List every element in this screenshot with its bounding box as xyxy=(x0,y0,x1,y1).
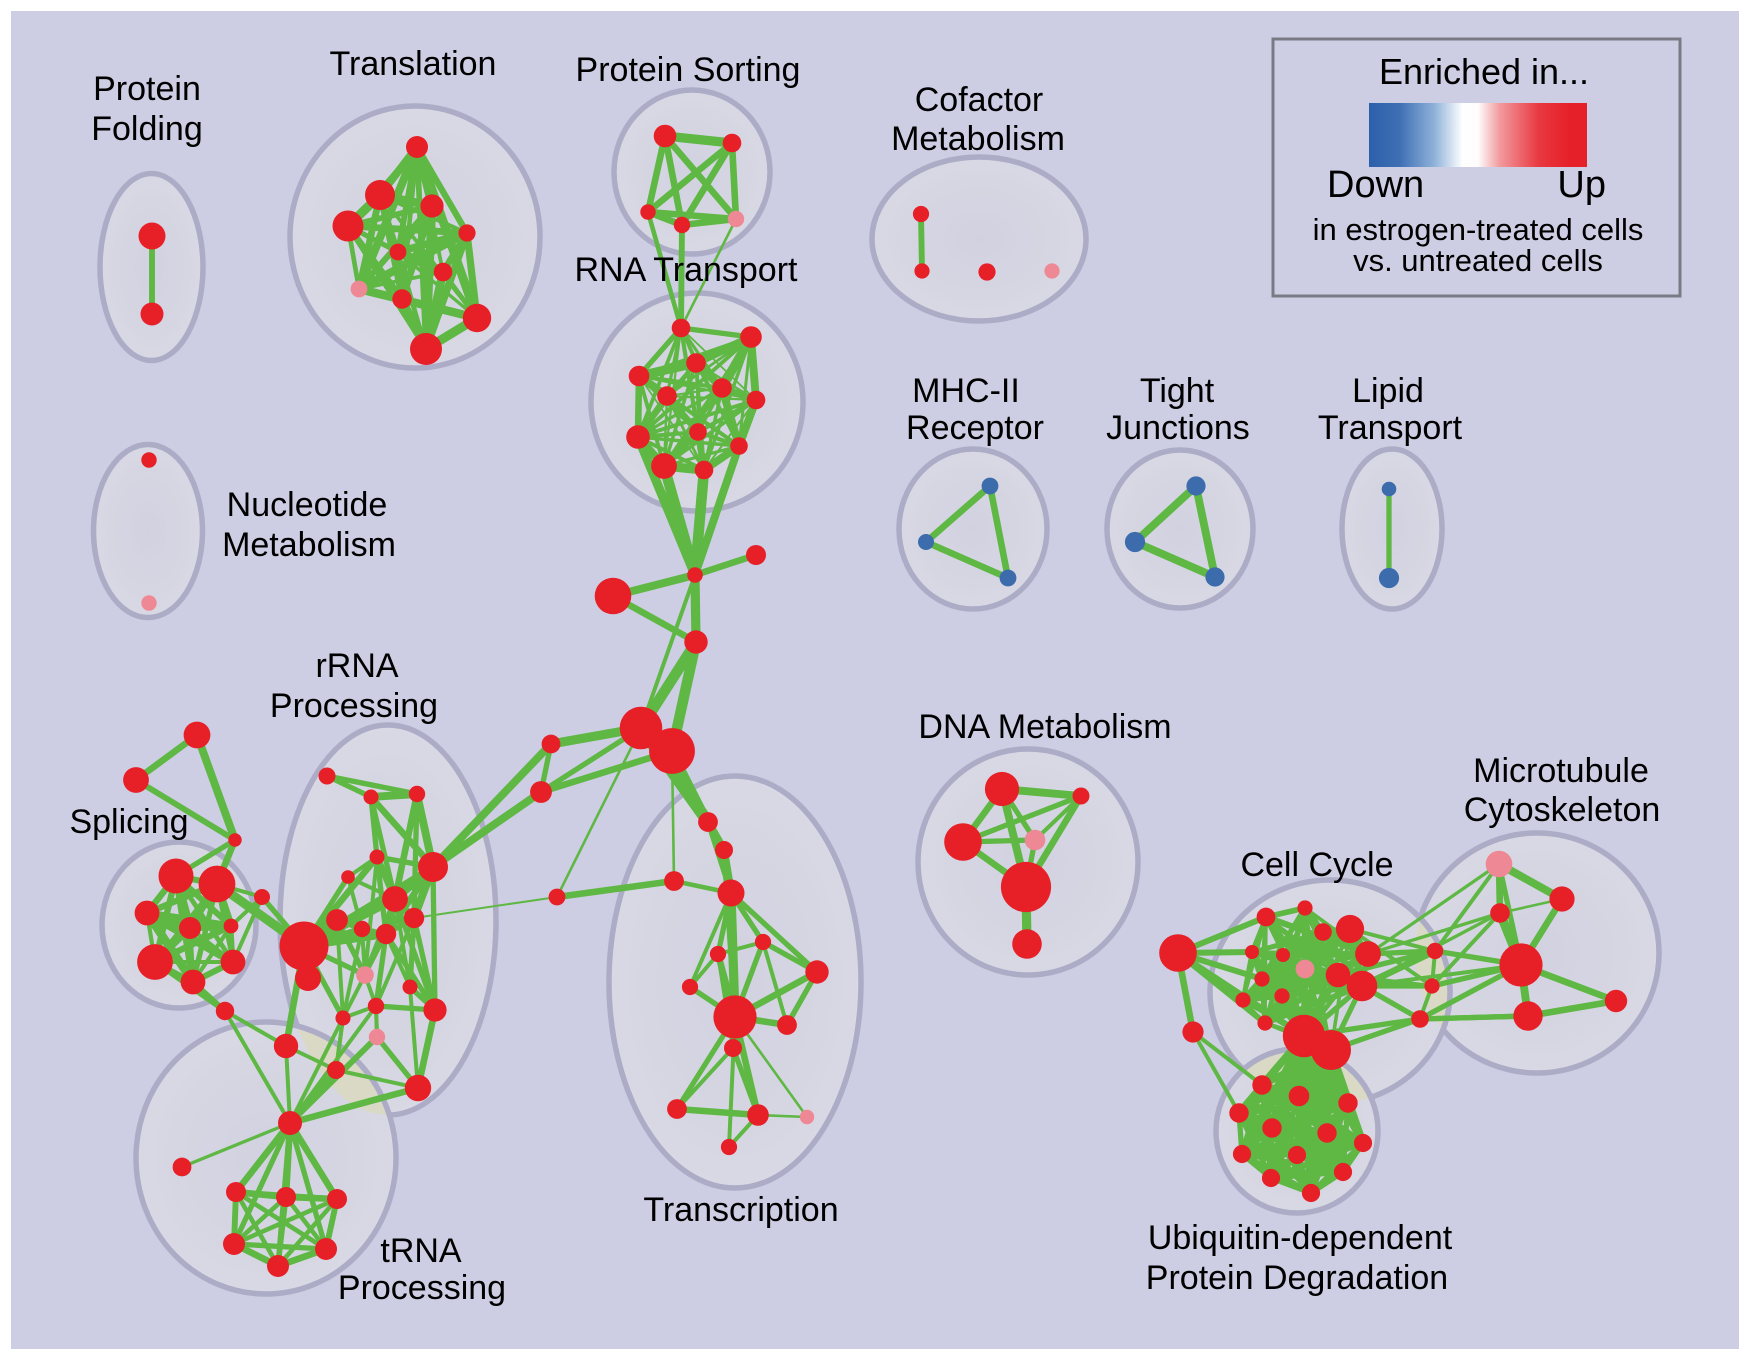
svg-text:Ubiquitin-dependent: Ubiquitin-dependent xyxy=(1148,1219,1453,1257)
svg-text:tRNA: tRNA xyxy=(380,1232,462,1270)
svg-text:Processing: Processing xyxy=(270,687,438,725)
svg-text:Up: Up xyxy=(1557,164,1606,206)
svg-text:Protein Sorting: Protein Sorting xyxy=(576,51,801,89)
svg-text:Lipid: Lipid xyxy=(1352,372,1424,410)
svg-text:RNA Transport: RNA Transport xyxy=(575,251,799,289)
svg-text:Processing: Processing xyxy=(338,1269,506,1307)
svg-text:Transport: Transport xyxy=(1318,409,1463,447)
svg-text:Transcription: Transcription xyxy=(643,1191,838,1229)
svg-text:Cytoskeleton: Cytoskeleton xyxy=(1464,791,1661,829)
svg-text:Protein Degradation: Protein Degradation xyxy=(1146,1259,1448,1297)
svg-text:Microtubule: Microtubule xyxy=(1473,752,1649,790)
svg-text:Metabolism: Metabolism xyxy=(891,120,1065,158)
svg-text:Metabolism: Metabolism xyxy=(222,526,396,564)
svg-text:MHC-II: MHC-II xyxy=(912,372,1020,410)
svg-text:Cell Cycle: Cell Cycle xyxy=(1240,846,1393,884)
svg-text:Down: Down xyxy=(1327,164,1424,206)
svg-text:Protein: Protein xyxy=(93,70,201,108)
svg-text:Translation: Translation xyxy=(330,45,497,83)
svg-text:Cofactor: Cofactor xyxy=(915,81,1044,119)
svg-text:Folding: Folding xyxy=(91,110,203,148)
svg-text:rRNA: rRNA xyxy=(315,647,398,685)
svg-text:Nucleotide: Nucleotide xyxy=(227,486,388,524)
svg-text:in estrogen-treated cells: in estrogen-treated cells xyxy=(1313,212,1644,247)
svg-text:Receptor: Receptor xyxy=(906,409,1044,447)
svg-text:Splicing: Splicing xyxy=(69,803,188,841)
svg-text:DNA Metabolism: DNA Metabolism xyxy=(918,708,1171,746)
svg-text:Tight: Tight xyxy=(1140,372,1215,410)
svg-text:vs. untreated cells: vs. untreated cells xyxy=(1353,243,1603,278)
svg-text:Junctions: Junctions xyxy=(1106,409,1250,447)
svg-text:Enriched in...: Enriched in... xyxy=(1379,51,1589,92)
